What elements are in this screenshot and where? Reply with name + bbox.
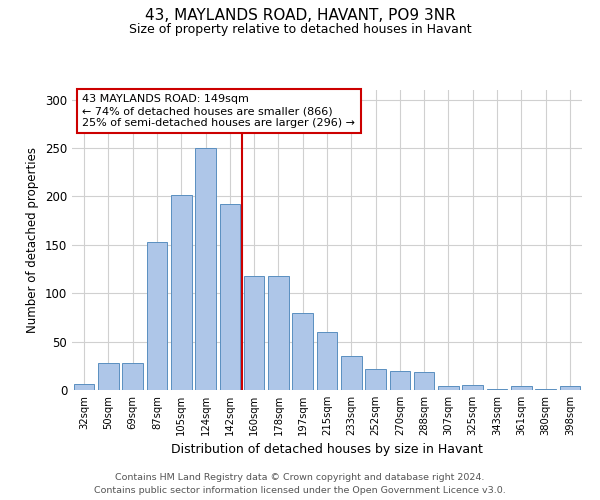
- Bar: [146, 242, 167, 390]
- Bar: [511, 386, 532, 390]
- Bar: [317, 332, 337, 390]
- Bar: [268, 276, 289, 390]
- Bar: [389, 370, 410, 390]
- Text: 43, MAYLANDS ROAD, HAVANT, PO9 3NR: 43, MAYLANDS ROAD, HAVANT, PO9 3NR: [145, 8, 455, 22]
- Bar: [220, 204, 240, 390]
- Bar: [535, 389, 556, 390]
- Y-axis label: Number of detached properties: Number of detached properties: [26, 147, 40, 333]
- Bar: [171, 194, 191, 390]
- Bar: [438, 386, 459, 390]
- Bar: [463, 385, 483, 390]
- Bar: [195, 148, 216, 390]
- Text: Distribution of detached houses by size in Havant: Distribution of detached houses by size …: [171, 442, 483, 456]
- Bar: [560, 386, 580, 390]
- Text: Contains HM Land Registry data © Crown copyright and database right 2024.: Contains HM Land Registry data © Crown c…: [115, 472, 485, 482]
- Text: 43 MAYLANDS ROAD: 149sqm
← 74% of detached houses are smaller (866)
25% of semi-: 43 MAYLANDS ROAD: 149sqm ← 74% of detach…: [82, 94, 355, 128]
- Bar: [414, 372, 434, 390]
- Bar: [98, 363, 119, 390]
- Bar: [487, 389, 508, 390]
- Bar: [244, 276, 265, 390]
- Bar: [74, 384, 94, 390]
- Bar: [341, 356, 362, 390]
- Bar: [122, 363, 143, 390]
- Text: Size of property relative to detached houses in Havant: Size of property relative to detached ho…: [128, 22, 472, 36]
- Bar: [292, 312, 313, 390]
- Bar: [365, 368, 386, 390]
- Text: Contains public sector information licensed under the Open Government Licence v3: Contains public sector information licen…: [94, 486, 506, 495]
